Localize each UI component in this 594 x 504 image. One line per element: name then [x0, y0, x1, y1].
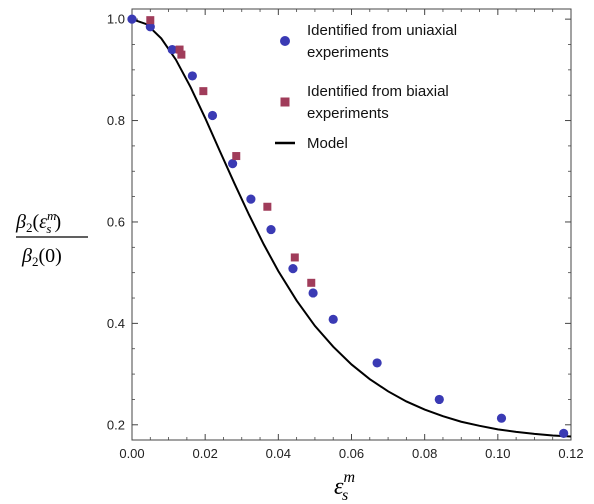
legend-biaxial-symbol: [280, 97, 290, 107]
biaxial-point: [263, 202, 272, 211]
model-curve: [131, 18, 572, 438]
y-label-numerator: β2(εm s): [15, 208, 61, 236]
legend-label: experiments: [307, 105, 389, 122]
x-tick-label: 0.06: [339, 446, 364, 461]
model-line-layer: [131, 18, 572, 438]
uniaxial-point: [145, 22, 155, 32]
y-tick-label: 0.8: [107, 113, 125, 128]
uniaxial-point: [127, 14, 137, 24]
uniaxial-point: [207, 110, 218, 121]
uniaxial-point: [167, 44, 177, 55]
y-tick-label: 0.6: [107, 214, 125, 229]
data-points-layer: [127, 14, 569, 439]
legend-uniaxial-symbol: [280, 36, 290, 46]
legend-label: experiments: [307, 44, 389, 61]
legend: Identified from uniaxial experiments Ident…: [275, 22, 457, 152]
y-tick-label: 0.2: [107, 417, 125, 432]
biaxial-point: [175, 45, 184, 54]
x-tick-label: 0.04: [266, 446, 291, 461]
x-axis: 0.00 0.02 0.04 0.06 0.08 0.10 0.12: [119, 9, 584, 461]
biaxial-point: [199, 87, 208, 96]
x-tick-label: 0.12: [558, 446, 583, 461]
y-tick-label: 1.0: [107, 12, 125, 27]
uniaxial-point: [266, 224, 276, 235]
svg-text:εms: εm s: [334, 469, 355, 504]
y-label-denominator: β2(0): [21, 245, 62, 269]
legend-label: Identified from uniaxial: [307, 22, 457, 39]
x-axis-label: εm s: [334, 469, 355, 504]
uniaxial-point: [434, 394, 444, 405]
legend-label: Identified from biaxial: [307, 83, 449, 100]
biaxial-point: [290, 253, 299, 262]
biaxial-point: [146, 16, 155, 25]
x-tick-label: 0.08: [412, 446, 437, 461]
uniaxial-point: [288, 264, 298, 274]
biaxial-point: [307, 278, 316, 287]
uniaxial-point: [559, 428, 569, 439]
uniaxial-point: [328, 314, 338, 324]
y-axis-label: β2(εm s) β2(0): [15, 208, 88, 269]
uniaxial-point: [187, 71, 197, 81]
biaxial-point: [232, 152, 241, 161]
uniaxial-point: [308, 288, 318, 298]
uniaxial-point: [372, 358, 382, 368]
biaxial-point: [177, 50, 186, 59]
y-tick-label: 0.4: [107, 316, 125, 331]
y-axis: 0.2 0.4 0.6 0.8 1.0: [107, 12, 571, 432]
x-tick-label: 0.02: [193, 446, 218, 461]
legend-label: Model: [307, 135, 348, 152]
plot-frame: [131, 8, 572, 441]
x-tick-label: 0.10: [485, 446, 510, 461]
uniaxial-point: [496, 413, 507, 423]
uniaxial-point: [246, 194, 256, 204]
x-tick-label: 0.00: [119, 446, 144, 461]
uniaxial-point: [228, 159, 238, 169]
